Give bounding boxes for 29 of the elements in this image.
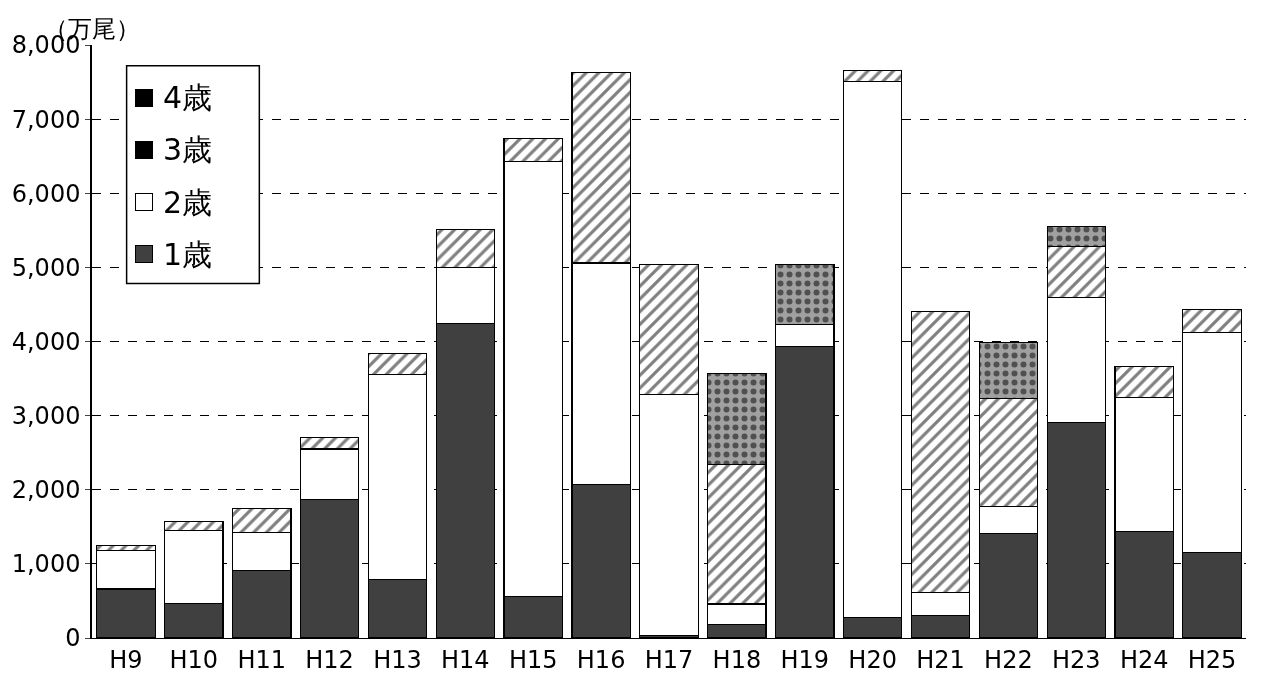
x-tick-label: H21	[916, 645, 965, 674]
y-tick-label: 2,000	[11, 476, 81, 505]
legend-label: 1歳	[163, 237, 213, 272]
y-tick-label: 1,000	[11, 550, 81, 579]
x-tick-label: H25	[1187, 645, 1237, 674]
x-tick-label: H16	[576, 645, 626, 674]
x-tick-label: H19	[780, 645, 830, 674]
y-tick-label: 3,000	[11, 402, 81, 431]
legend-label: 4歳	[163, 80, 213, 115]
x-tick-label: H10	[169, 645, 219, 674]
x-tick-label: H15	[508, 645, 558, 674]
x-tick-label: H23	[1051, 645, 1101, 674]
x-tick-label: H24	[1119, 645, 1169, 674]
x-tick-label: H13	[373, 645, 422, 674]
legend-label: 2歳	[163, 185, 213, 220]
y-tick-label: 5,000	[11, 253, 81, 282]
x-tick-label: H22	[984, 645, 1033, 674]
y-tick-label: 6,000	[11, 179, 81, 208]
y-tick-label: 7,000	[11, 105, 81, 134]
x-tick-label: H12	[305, 645, 354, 674]
legend-label: 3歳	[163, 132, 213, 167]
x-tick-label: H20	[848, 645, 897, 674]
x-tick-label: H9	[109, 645, 143, 674]
x-tick-label: H18	[712, 645, 762, 674]
x-tick-label: H17	[644, 645, 694, 674]
y-tick-label: 0	[65, 624, 81, 653]
x-tick-label: H14	[441, 645, 490, 674]
x-tick-label: H11	[237, 645, 287, 674]
y-tick-label: 4,000	[11, 327, 81, 356]
